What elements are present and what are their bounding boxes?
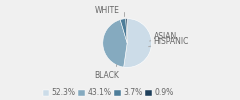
Text: HISPANIC: HISPANIC <box>149 37 189 47</box>
Text: WHITE: WHITE <box>94 6 124 16</box>
Legend: 52.3%, 43.1%, 3.7%, 0.9%: 52.3%, 43.1%, 3.7%, 0.9% <box>40 85 176 100</box>
Text: BLACK: BLACK <box>94 64 119 80</box>
Text: ASIAN: ASIAN <box>150 32 177 41</box>
Wedge shape <box>120 19 127 43</box>
Wedge shape <box>126 19 127 43</box>
Wedge shape <box>103 20 127 67</box>
Wedge shape <box>124 19 151 67</box>
